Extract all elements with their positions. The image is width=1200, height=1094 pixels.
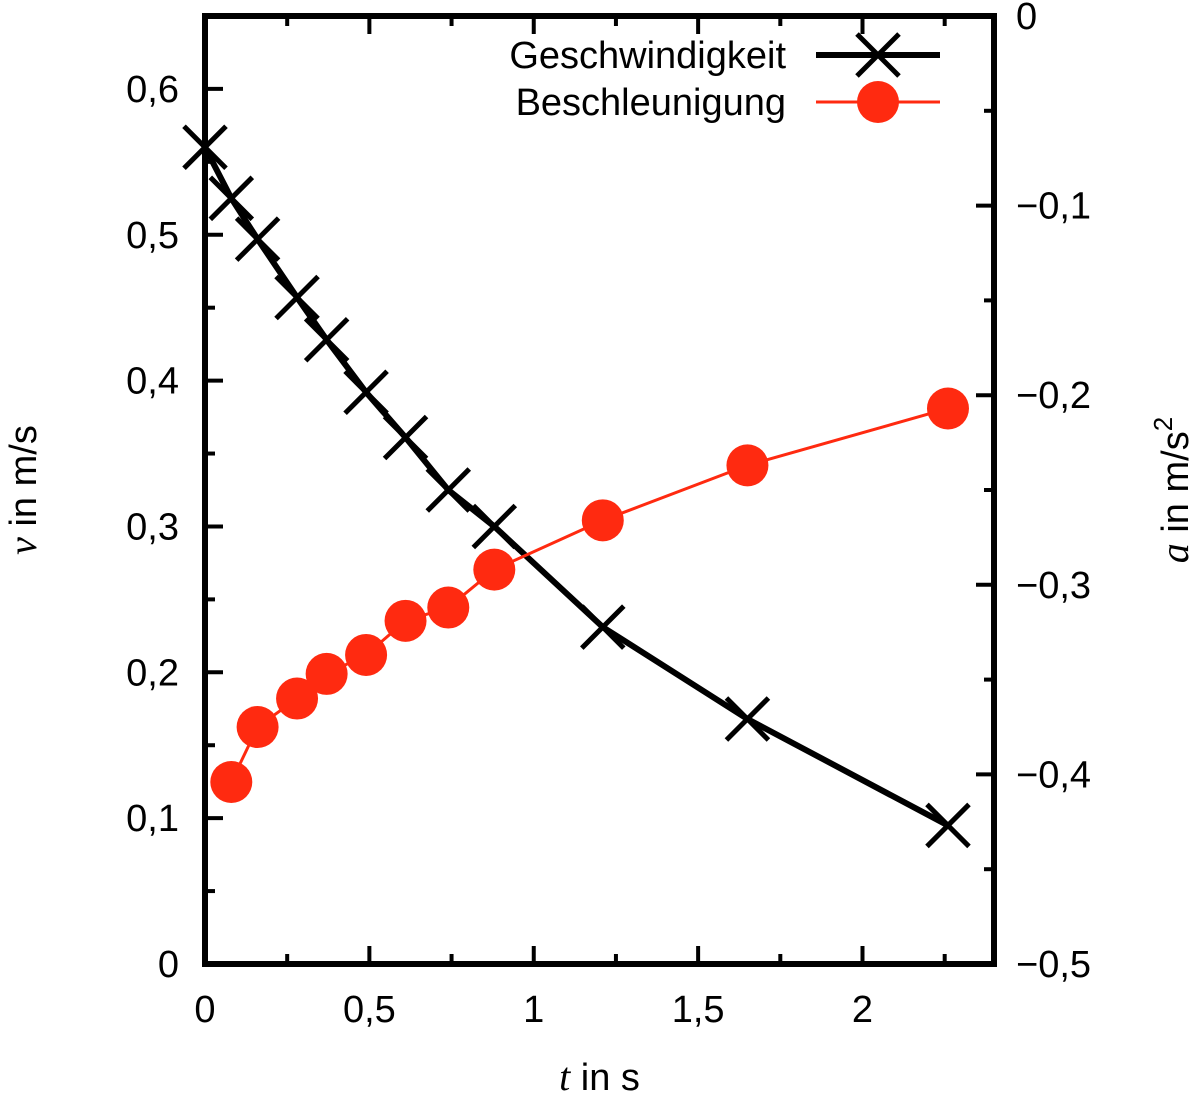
x-tick-label: 1,5	[672, 989, 725, 1031]
acceleration-point	[427, 586, 470, 629]
y-left-tick-label: 0	[158, 944, 179, 986]
y-left-tick-label: 0,4	[126, 361, 179, 403]
acceleration-point	[210, 760, 253, 803]
acceleration-point	[276, 677, 319, 720]
acceleration-point	[926, 387, 969, 430]
y-left-tick-label: 0,1	[126, 798, 179, 840]
marker-stroke	[343, 369, 389, 416]
acceleration-series-line	[229, 407, 949, 783]
y-left-tick-label: 0,6	[126, 69, 179, 111]
y-left-tick-label: 0,3	[126, 506, 179, 548]
y-right-axis-label: a in m/s2	[1148, 417, 1197, 563]
marker-stroke	[724, 696, 771, 742]
y-right-tick-label: 0	[1016, 0, 1037, 38]
velocity-point	[274, 274, 320, 321]
velocity-point	[343, 369, 389, 416]
velocity-series-line	[202, 145, 950, 829]
velocity-point	[425, 467, 472, 513]
velocity-point	[303, 317, 350, 363]
legend-label: Beschleunigung	[516, 82, 786, 124]
velocity-point	[208, 175, 255, 222]
x-tick-label: 1	[523, 989, 544, 1031]
marker-stroke	[382, 414, 429, 461]
marker-stroke	[855, 32, 901, 78]
marker-stroke	[471, 503, 518, 550]
marker-stroke	[274, 274, 320, 321]
velocity-point	[925, 802, 971, 849]
y-left-tick-label: 0,2	[126, 652, 179, 694]
y-left-tick-label: 0,5	[126, 215, 179, 257]
marker-stroke	[925, 802, 971, 849]
velocity-point	[580, 604, 626, 650]
y-right-tick-label: −0,1	[1016, 186, 1091, 228]
marker-stroke	[580, 604, 626, 650]
x-axis-label: t in s	[559, 1054, 640, 1094]
y-left-axis-label: v in m/s	[0, 425, 45, 555]
plot-frame	[202, 13, 997, 967]
acceleration-point	[473, 548, 516, 591]
marker-stroke	[425, 467, 472, 513]
marker-stroke	[303, 317, 350, 363]
y-right-tick-label: −0,4	[1016, 754, 1091, 796]
velocity-point	[724, 696, 771, 742]
acceleration-point	[345, 633, 388, 676]
x-tick-label: 0,5	[343, 989, 396, 1031]
velocity-point	[382, 414, 429, 461]
velocity-point	[234, 216, 281, 262]
ticks-layer: 0 0,5 1 1,5 2 0 0,1 0,2 0,3 0,4 0,5 0,6 −0,5 −0,4 −0,3…	[126, 0, 1091, 1031]
acceleration-point	[236, 706, 279, 748]
legend-label: Geschwindigkeit	[509, 35, 786, 77]
velocity-point	[471, 503, 518, 550]
y-right-tick-label: −0,2	[1016, 375, 1091, 417]
x-tick-label: 2	[852, 989, 873, 1031]
y-right-tick-label: −0,5	[1016, 944, 1091, 986]
x-tick-label: 0	[194, 989, 215, 1031]
acceleration-point	[726, 444, 769, 487]
legend-marker	[855, 32, 901, 78]
acceleration-point	[305, 652, 348, 695]
acceleration-point	[581, 499, 624, 542]
marker-stroke	[234, 216, 281, 262]
series-layer	[182, 124, 971, 849]
y-right-tick-label: −0,3	[1016, 565, 1091, 607]
legend: Geschwindigkeit Beschleunigung	[509, 32, 940, 124]
marker-stroke	[208, 175, 255, 222]
legend-marker	[857, 81, 899, 123]
acceleration-point	[384, 599, 427, 642]
